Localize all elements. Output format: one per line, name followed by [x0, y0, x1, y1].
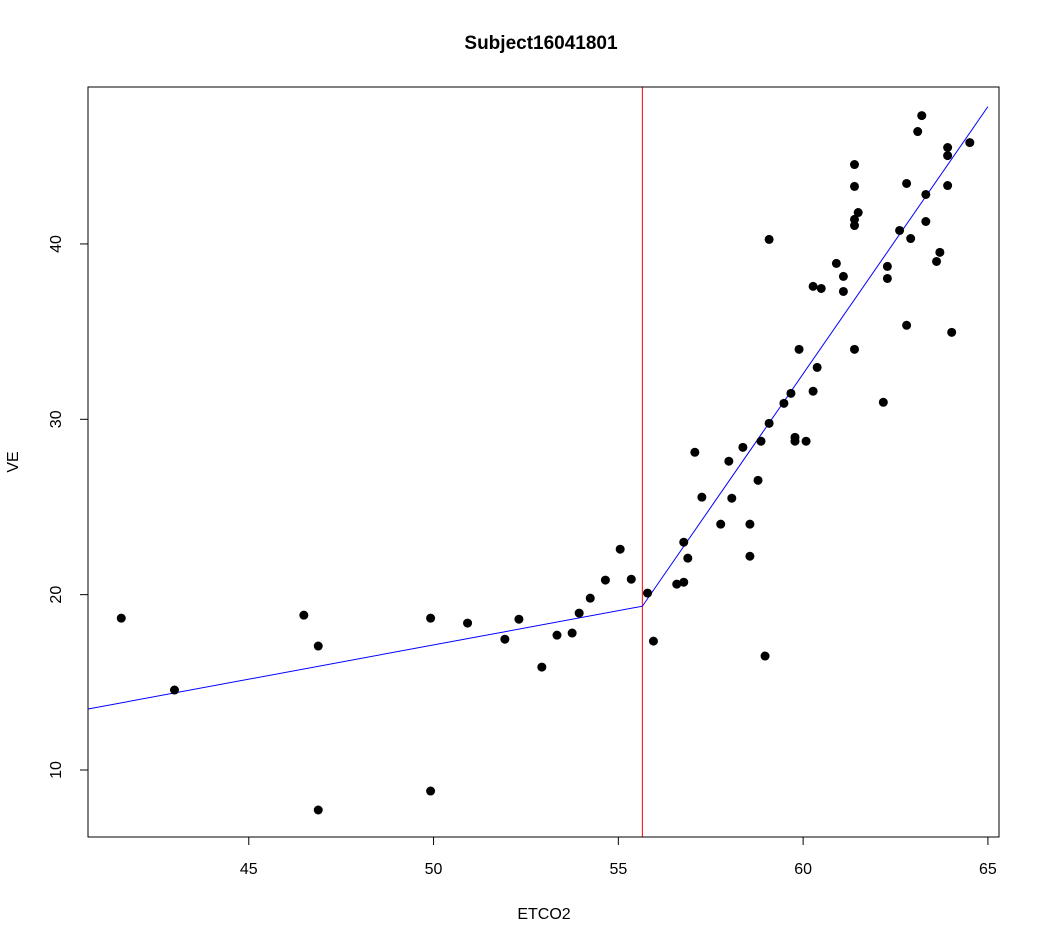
y-tick-label: 40 [48, 235, 65, 253]
point [764, 234, 774, 244]
point [716, 519, 726, 529]
point [849, 214, 859, 224]
point [906, 234, 916, 244]
point [738, 442, 748, 452]
point [514, 614, 524, 624]
point [917, 111, 927, 121]
x-tick-label: 55 [609, 861, 627, 878]
point [921, 216, 931, 226]
x-tick-label: 60 [794, 861, 812, 878]
point [745, 551, 755, 561]
point [116, 613, 126, 623]
point [463, 618, 473, 628]
point [902, 320, 912, 330]
point [935, 247, 945, 257]
point [831, 258, 841, 268]
point [690, 447, 700, 457]
point [913, 127, 923, 137]
point [779, 398, 789, 408]
point [760, 651, 770, 661]
point [853, 208, 863, 218]
point [679, 577, 689, 587]
x-tick-label: 50 [425, 861, 443, 878]
point [808, 386, 818, 396]
point [697, 492, 707, 502]
point [727, 493, 737, 503]
point [753, 475, 763, 485]
point [313, 641, 323, 651]
point [574, 608, 584, 618]
point [672, 579, 682, 589]
point [812, 362, 822, 372]
point [849, 344, 859, 354]
point [816, 283, 826, 293]
point [902, 178, 912, 188]
point [299, 610, 309, 620]
y-tick-label: 10 [48, 761, 65, 779]
y-axis-label: VE [5, 451, 22, 472]
point [585, 593, 595, 603]
point [426, 786, 436, 796]
point [537, 662, 547, 672]
point [500, 634, 510, 644]
point [313, 805, 323, 815]
point [790, 436, 800, 446]
point [801, 436, 811, 446]
point [794, 344, 804, 354]
point [567, 628, 577, 638]
point [786, 388, 796, 398]
point [169, 685, 179, 695]
point [943, 181, 953, 191]
x-tick-label: 45 [240, 861, 258, 878]
point [943, 142, 953, 152]
point [683, 553, 693, 563]
point [600, 575, 610, 585]
chart-title: Subject16041801 [464, 33, 618, 54]
point [849, 160, 859, 170]
x-tick-label: 65 [979, 861, 997, 878]
point [943, 151, 953, 161]
y-tick-label: 20 [48, 586, 65, 604]
point [615, 544, 625, 554]
point [838, 286, 848, 296]
fit-line [88, 106, 989, 710]
point [756, 436, 766, 446]
point [808, 281, 818, 291]
point [643, 588, 653, 598]
point [882, 261, 892, 271]
point [648, 636, 658, 646]
point [838, 271, 848, 281]
point [764, 418, 774, 428]
x-axis-label: ETCO2 [517, 906, 570, 923]
point [932, 256, 942, 266]
point [626, 574, 636, 584]
point [745, 519, 755, 529]
point [895, 225, 905, 235]
point [882, 273, 892, 283]
point [724, 456, 734, 466]
point [679, 537, 689, 547]
point [552, 630, 562, 640]
point [921, 189, 931, 199]
point [426, 613, 436, 623]
point [878, 397, 888, 407]
point [965, 138, 975, 148]
point [947, 327, 957, 337]
point [849, 181, 859, 191]
plot-frame [87, 86, 1000, 838]
y-tick-label: 30 [48, 410, 65, 428]
